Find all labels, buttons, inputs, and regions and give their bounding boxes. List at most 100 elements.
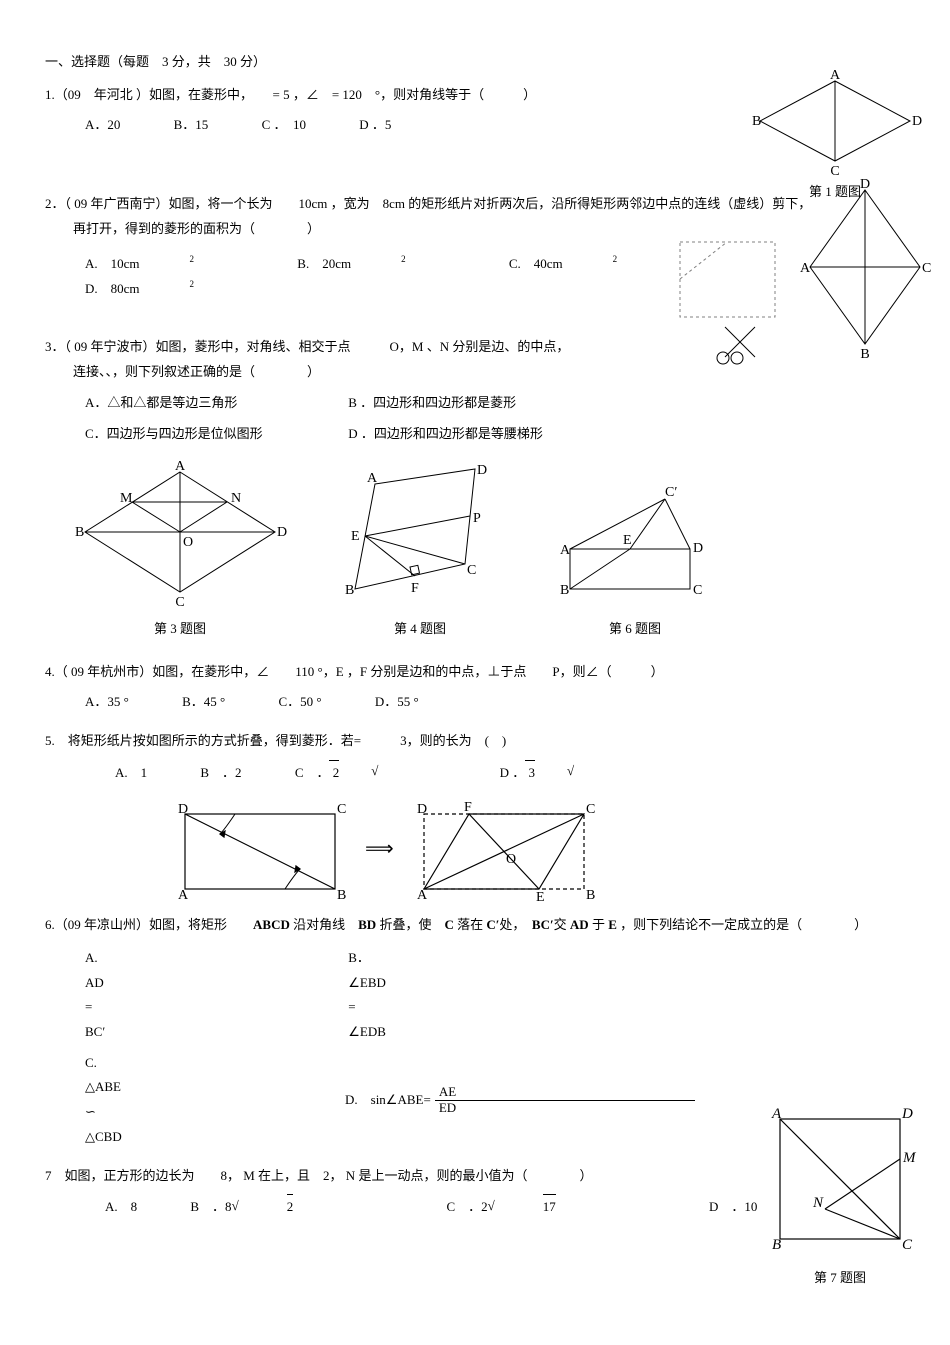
svg-text:C: C	[337, 802, 346, 817]
svg-text:A: A	[367, 471, 378, 486]
q3-opt-c: C．四边形与四边形是位似图形	[85, 422, 345, 447]
question-2: 2．（ 09 年广西南宁）如图，将一个长为 10cm ，宽为 8cm 的矩形纸片…	[45, 192, 905, 301]
q7-fig-label: 第 7 题图	[765, 1266, 915, 1291]
rhombus-ef-icon: A D B C E P F	[345, 464, 495, 604]
q7-opt-a: A. 8	[105, 1195, 137, 1220]
q3-opt-a: A．△和△都是等边三角形	[85, 391, 345, 416]
q5-opt-b: B ．2	[200, 761, 241, 786]
rhombus-mn-icon: A B D C M N O	[75, 464, 285, 604]
q2-opt-a: A. 10cm2	[85, 251, 244, 276]
q4-opt-b: B．45 °	[182, 690, 225, 715]
svg-text:B: B	[345, 583, 354, 598]
svg-text:D: D	[178, 802, 188, 817]
svg-text:O: O	[183, 535, 193, 550]
q3-options: A．△和△都是等边三角形 B ．四边形和四边形都是菱形 C．四边形与四边形是位似…	[45, 391, 905, 446]
svg-text:D: D	[901, 1106, 913, 1122]
square-mn-icon: A D B C M N	[765, 1104, 915, 1254]
q6-opt-d: D. sin∠ABE = AE ED	[345, 1085, 605, 1115]
svg-text:A: A	[178, 888, 189, 903]
label-a: A	[830, 68, 841, 83]
svg-text:B: B	[337, 888, 346, 903]
q2-opt-d: D. 80cm2	[85, 276, 244, 301]
q2-opt-b: B. 20cm2	[297, 251, 455, 276]
q1-opt-c: C ． 10	[262, 113, 306, 138]
q6-opt-c: C. △ABE ∽ △CBD	[85, 1051, 345, 1150]
svg-text:D: D	[477, 463, 487, 478]
svg-text:E: E	[351, 529, 360, 544]
svg-text:B: B	[586, 888, 595, 903]
q7-opt-c: C ．2√17	[446, 1194, 655, 1220]
question-3: 3．（ 09 年宁波市）如图，菱形中，对角线、相交于点 O，M 、N 分别是边、…	[45, 335, 905, 446]
label-c: C	[922, 261, 931, 276]
q5-opt-c: C ． 2√	[295, 760, 447, 786]
q5-options: A. 1 B ．2 C ． 2√ D ． 3√	[45, 760, 905, 786]
q4-opt-c: C．50 °	[278, 690, 321, 715]
svg-text:B: B	[560, 583, 569, 598]
label-a: A	[800, 261, 811, 276]
q7-opt-b: B ．8√2	[190, 1194, 393, 1220]
rhombus-icon: A B D C	[750, 73, 920, 168]
svg-text:D: D	[417, 802, 427, 817]
q6-fig-label-small: 第 6 题图	[555, 617, 715, 642]
question-7: 7 如图，正方形的边长为 8， M 在上，且 2， N 是上一动点，则的最小值为…	[45, 1164, 905, 1220]
svg-text:M: M	[902, 1150, 917, 1166]
q4-opt-d: D．55 °	[375, 690, 419, 715]
question-4: 4.（ 09 年杭州市）如图，在菱形中，∠ 110 °，E ，F 分别是边和的中…	[45, 660, 905, 715]
q3-figure: A B D C M N O 第 3 题图	[75, 464, 285, 641]
q6-opt-a: A. AD = BC′	[85, 946, 345, 1045]
svg-text:B: B	[75, 525, 84, 540]
svg-text:F: F	[411, 581, 419, 596]
svg-text:O: O	[506, 852, 516, 867]
arrow-icon: ⟹	[365, 830, 394, 868]
svg-text:B: B	[772, 1237, 781, 1253]
q4-text: 4.（ 09 年杭州市）如图，在菱形中，∠ 110 °，E ，F 分别是边和的中…	[45, 660, 905, 685]
svg-text:N: N	[231, 491, 241, 506]
q1-opt-d: D ．5	[359, 113, 391, 138]
svg-text:C′: C′	[665, 485, 677, 500]
svg-text:N: N	[812, 1195, 824, 1211]
q6-figure-small: A B C D E C′ 第 6 题图	[555, 494, 715, 641]
svg-text:E: E	[536, 890, 545, 905]
svg-text:C: C	[693, 583, 702, 598]
q5-opt-d: D ． 3√	[500, 760, 643, 786]
rect-fold-left-icon: D C A B	[175, 799, 345, 899]
rhombus2-icon: D A C B	[800, 182, 930, 357]
svg-text:C: C	[175, 595, 184, 610]
label-d: D	[860, 177, 870, 192]
figure-row: A B D C M N O 第 3 题图 A D B C E P F	[75, 464, 905, 641]
svg-text:D: D	[693, 541, 703, 556]
label-d: D	[912, 114, 922, 129]
svg-text:C: C	[467, 563, 476, 578]
q4-fig-label: 第 4 题图	[345, 617, 495, 642]
svg-text:A: A	[560, 543, 571, 558]
q5-text: 5. 将矩形纸片按如图所示的方式折叠，得到菱形．若= 3，则的长为 ( )	[45, 729, 905, 754]
fold-triangle-icon: A B C D E C′	[555, 494, 715, 604]
q1-opt-a: A．20	[85, 113, 120, 138]
q3-text2: 连接、、，则下列叙述正确的是（ ）	[45, 360, 905, 385]
q3-opt-d: D ．四边形和四边形都是等腰梯形	[348, 422, 608, 447]
label-c: C	[830, 164, 839, 179]
svg-text:C: C	[586, 802, 595, 817]
label-b: B	[752, 114, 761, 129]
q2-text: 2．（ 09 年广西南宁）如图，将一个长为 10cm ，宽为 8cm 的矩形纸片…	[45, 192, 905, 217]
q3-opt-b: B ．四边形和四边形都是菱形	[348, 391, 608, 416]
svg-text:D: D	[277, 525, 287, 540]
q6-text: 6.（09 年凉山州）如图，将矩形 ABCD 沿对角线 BD 折叠，使 C 落在…	[45, 913, 905, 938]
q1-opt-b: B．15	[174, 113, 209, 138]
rhombus-fold-right-icon: D F C A E B O	[414, 799, 594, 899]
svg-text:F: F	[464, 800, 472, 815]
q5-figures: D C A B ⟹ D F C A E B O	[175, 799, 905, 899]
q3-fig-label: 第 3 题图	[75, 617, 285, 642]
q3-text: 3．（ 09 年宁波市）如图，菱形中，对角线、相交于点 O，M 、N 分别是边、…	[45, 335, 905, 360]
q7-figure: A D B C M N 第 7 题图	[765, 1104, 915, 1291]
section-title: 一、选择题（每题 3 分，共 30 分）	[45, 50, 905, 75]
q4-figure: A D B C E P F 第 4 题图	[345, 464, 495, 641]
q5-opt-a: A. 1	[115, 761, 147, 786]
svg-text:P: P	[473, 511, 481, 526]
q2-opt-c: C. 40cm2	[509, 251, 667, 276]
question-5: 5. 将矩形纸片按如图所示的方式折叠，得到菱形．若= 3，则的长为 ( ) A.…	[45, 729, 905, 899]
svg-text:A: A	[771, 1106, 782, 1122]
q6-opt-b: B．∠EBD = ∠EDB	[348, 946, 608, 1045]
svg-text:C: C	[902, 1237, 913, 1253]
svg-text:M: M	[120, 491, 133, 506]
